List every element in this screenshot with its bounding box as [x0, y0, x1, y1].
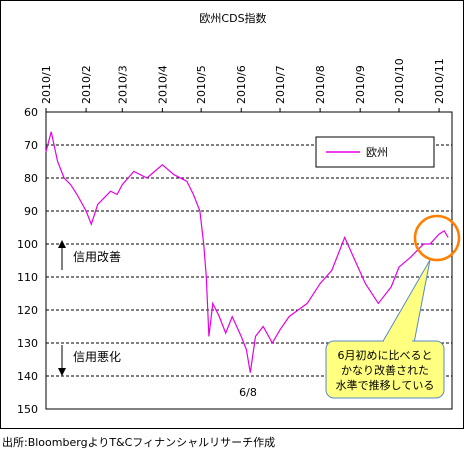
chart-title: 欧州CDS指数 — [199, 11, 266, 25]
y-tick-label: 120 — [17, 304, 38, 317]
improve-label: 信用改善 — [73, 249, 121, 264]
y-tick-label: 70 — [24, 139, 38, 152]
source-note: 出所:BloombergよりT&Cフィナンシャルリサーチ作成 — [2, 436, 276, 449]
series-line-europe — [45, 131, 449, 373]
y-tick-label: 60 — [24, 106, 38, 119]
y-tick-label: 90 — [24, 205, 38, 218]
chart: 欧州CDS指数 60 70 80 90 100 110 120 130 140 150 2010/1 2… — [17, 11, 461, 416]
x-tick-label: 2010/6 — [235, 65, 248, 104]
legend: 欧州 — [315, 136, 435, 168]
worsen-label: 信用悪化 — [73, 350, 121, 364]
x-tick-label: 2010/8 — [314, 65, 327, 104]
improve-arrow-head — [58, 240, 66, 248]
y-tick-label: 130 — [17, 337, 38, 350]
x-tick-label: 2010/1 — [40, 65, 53, 104]
y-tick-label: 150 — [17, 403, 38, 416]
callout-line: 6月初めに比べると — [338, 348, 433, 362]
callout-pointer — [381, 259, 431, 344]
x-tick-label: 2010/2 — [80, 65, 93, 104]
plot-area — [45, 111, 453, 410]
x-tick-label: 2010/7 — [274, 65, 287, 104]
date-label: 6/8 — [239, 386, 257, 399]
worsen-arrow-head — [58, 368, 66, 376]
legend-label: 欧州 — [366, 146, 388, 159]
callout-line: 水準で推移している — [336, 378, 435, 392]
highlight-circle — [413, 214, 461, 262]
x-tick-label: 2010/11 — [433, 58, 446, 104]
y-tick-label: 80 — [24, 172, 38, 185]
y-tick-label: 110 — [17, 271, 38, 284]
x-tick-label: 2010/5 — [195, 65, 208, 104]
x-tick-label: 2010/3 — [116, 65, 129, 104]
y-tick-label: 100 — [17, 238, 38, 251]
y-tick-label: 140 — [17, 370, 38, 383]
x-tick-label: 2010/10 — [393, 58, 406, 104]
callout-line: かなり改善された — [341, 363, 429, 377]
x-tick-label: 2010/4 — [156, 65, 169, 104]
x-tick-label: 2010/9 — [354, 65, 367, 104]
